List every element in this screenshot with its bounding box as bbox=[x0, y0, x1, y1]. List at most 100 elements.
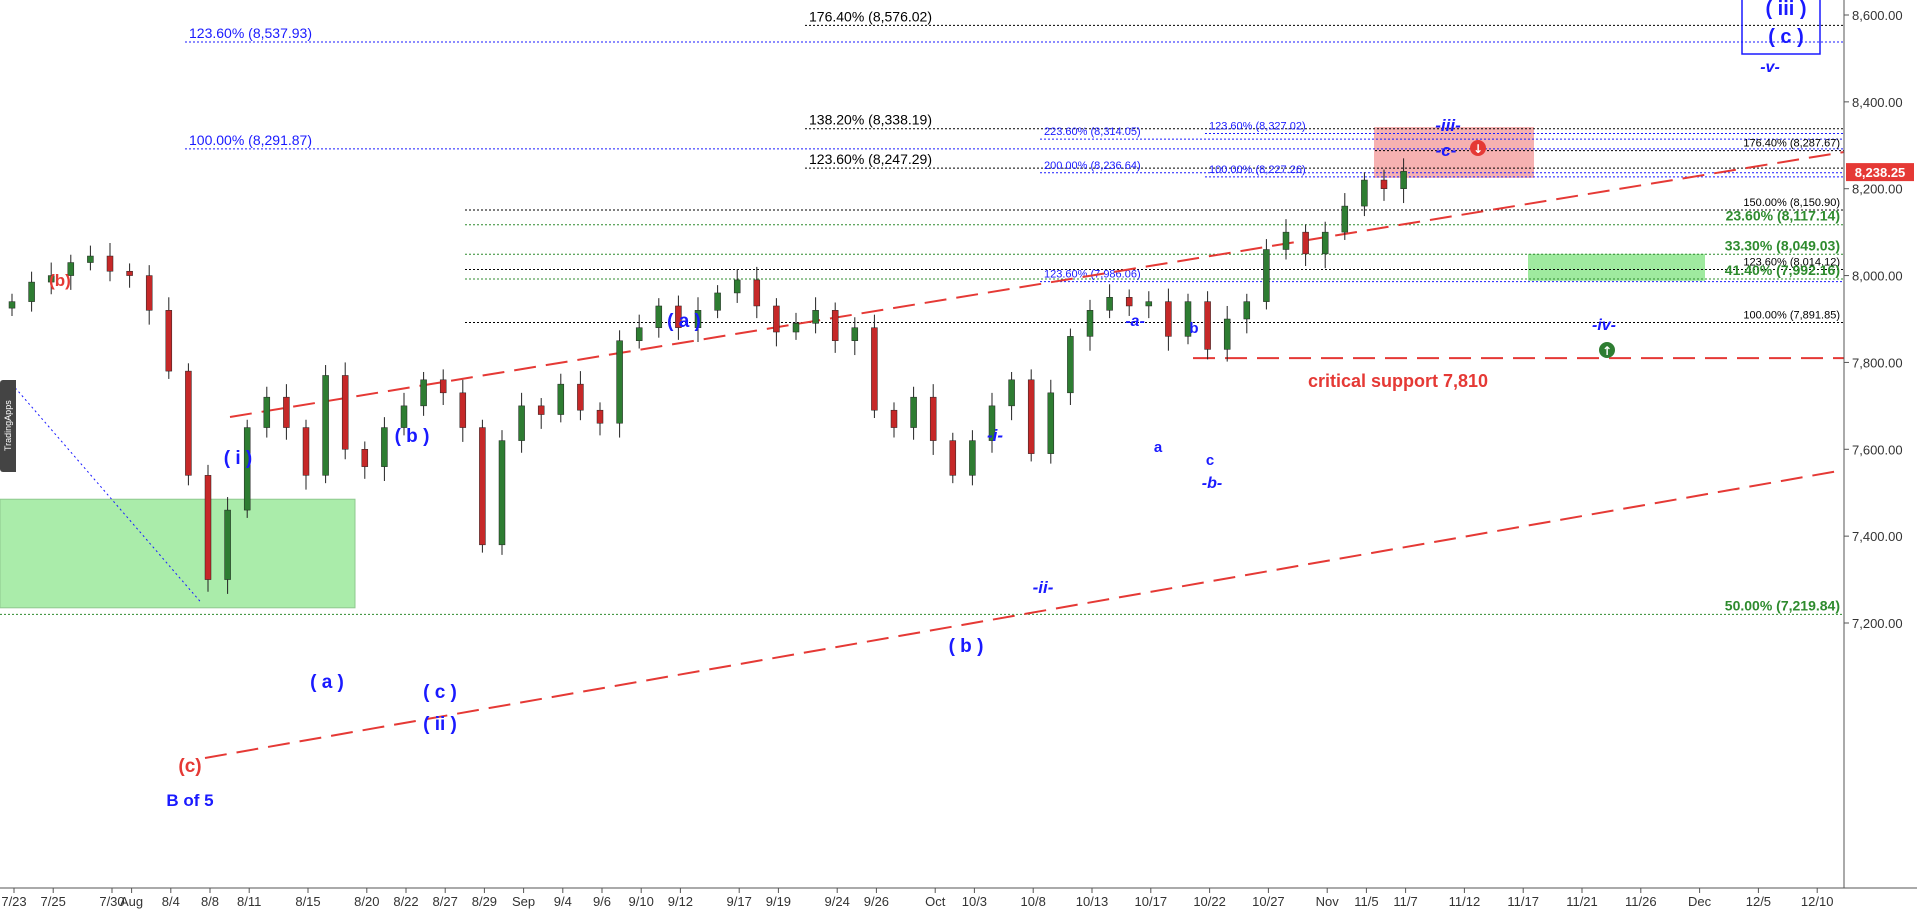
price-tick-label: 8,400.00 bbox=[1852, 95, 1903, 110]
date-tick-label: Aug bbox=[120, 894, 143, 909]
price-tick-label: 8,000.00 bbox=[1852, 269, 1903, 284]
wave-label-4: ( a ) bbox=[310, 672, 344, 693]
candle-body bbox=[322, 375, 329, 476]
fib-label-9: 100.00% (8,227.26) bbox=[1209, 164, 1306, 176]
wave-label-13: a bbox=[1154, 439, 1163, 456]
wave-label-7: ( ii ) bbox=[423, 714, 457, 735]
candle-body bbox=[283, 396, 290, 428]
candle-body bbox=[263, 396, 271, 428]
fib-label-16: 100.00% (7,891.85) bbox=[1743, 310, 1840, 322]
candle-body bbox=[1341, 205, 1349, 233]
candle-body bbox=[341, 375, 349, 450]
candle-body bbox=[185, 370, 192, 476]
candle-body bbox=[302, 427, 310, 476]
candle-body bbox=[714, 292, 721, 311]
support-zone-green bbox=[0, 498, 356, 609]
candle-body bbox=[831, 310, 839, 341]
wave-box bbox=[1741, 0, 1821, 55]
candle-body bbox=[635, 327, 643, 341]
wave-label-12: -a- bbox=[1125, 313, 1145, 330]
candle-body bbox=[1223, 318, 1231, 350]
candle-body bbox=[792, 323, 800, 333]
candle-body bbox=[988, 405, 996, 441]
channel-lower-line bbox=[204, 469, 1845, 759]
date-tick-label: Nov bbox=[1316, 894, 1340, 909]
fib-label-5: 100.00% (8,291.87) bbox=[189, 132, 312, 148]
date-tick-label: 11/5 bbox=[1354, 894, 1378, 909]
fib-label-17: 50.00% (7,219.84) bbox=[1725, 597, 1840, 613]
date-tick-label: 9/24 bbox=[825, 894, 850, 909]
wave-label-16: -b- bbox=[1202, 475, 1222, 492]
wave-label-20: ( iii ) bbox=[1765, 0, 1806, 20]
date-tick-label: 10/3 bbox=[962, 894, 987, 909]
date-tick-label: 9/12 bbox=[668, 894, 693, 909]
date-tick-label: 11/17 bbox=[1507, 894, 1539, 909]
candle-body bbox=[577, 383, 584, 411]
candle-body bbox=[694, 310, 702, 328]
price-tick-label: 8,200.00 bbox=[1852, 182, 1903, 197]
candle-body bbox=[1361, 179, 1368, 207]
fib-label-13: 123.60% (8,014.12) bbox=[1743, 256, 1840, 268]
date-tick-label: 8/27 bbox=[433, 894, 458, 909]
candle-body bbox=[87, 255, 94, 263]
candle-body bbox=[851, 327, 859, 341]
fib-label-12: 33.30% (8,049.03) bbox=[1725, 237, 1840, 253]
fib-label-7: 123.60% (8,247.29) bbox=[809, 151, 932, 167]
candle-body bbox=[400, 405, 408, 428]
wave-label-2: B of 5 bbox=[166, 791, 213, 810]
date-tick-label: 11/7 bbox=[1393, 894, 1417, 909]
candle-body bbox=[459, 392, 467, 428]
price-tick-label: 7,600.00 bbox=[1852, 442, 1903, 457]
candle-body bbox=[518, 405, 525, 441]
fib-label-0: 176.40% (8,576.02) bbox=[809, 8, 932, 24]
candle-body bbox=[67, 262, 75, 276]
date-tick-label: Oct bbox=[925, 894, 946, 909]
date-tick-label: 10/13 bbox=[1076, 894, 1109, 909]
wave-label-6: ( c ) bbox=[423, 682, 457, 703]
candle-body bbox=[871, 327, 878, 411]
fib-label-1: 123.60% (8,537.93) bbox=[189, 25, 312, 41]
candle-body bbox=[1263, 249, 1270, 302]
candle-body bbox=[929, 396, 937, 441]
date-tick-label: 8/22 bbox=[393, 894, 418, 909]
candle-body bbox=[537, 405, 545, 415]
date-tick-label: 7/23 bbox=[1, 894, 26, 909]
candle-body bbox=[910, 396, 917, 428]
up-arrow-marker bbox=[1599, 342, 1615, 358]
wave-label-9: ( b ) bbox=[949, 636, 984, 657]
wave-label-15: c bbox=[1206, 452, 1214, 469]
candle-body bbox=[773, 305, 780, 333]
date-tick-label: 8/8 bbox=[201, 894, 219, 909]
candle-body bbox=[557, 383, 565, 415]
candle-body bbox=[1400, 171, 1407, 189]
candle-body bbox=[439, 379, 447, 394]
candle-body bbox=[28, 281, 35, 302]
candle-body bbox=[420, 379, 427, 407]
date-tick-label: 11/26 bbox=[1625, 894, 1657, 909]
wave-label-0: (b) bbox=[49, 271, 71, 290]
candle-body bbox=[1184, 301, 1192, 337]
candle-body bbox=[1243, 301, 1251, 320]
fib-label-10: 150.00% (8,150.90) bbox=[1743, 197, 1840, 209]
candle-body bbox=[1067, 336, 1074, 394]
date-tick-label: 9/4 bbox=[554, 894, 572, 909]
candle-body bbox=[1165, 301, 1172, 337]
date-tick-label: 12/10 bbox=[1801, 894, 1834, 909]
price-tick-label: 7,200.00 bbox=[1852, 616, 1903, 631]
candle-body bbox=[1106, 297, 1113, 311]
candle-body bbox=[1321, 231, 1329, 255]
up-arrow-glyph: ↑ bbox=[1602, 344, 1612, 358]
candle-body bbox=[949, 440, 957, 476]
price-tick-label: 7,400.00 bbox=[1852, 529, 1903, 544]
candle-body bbox=[479, 427, 486, 546]
date-tick-label: 12/5 bbox=[1746, 894, 1771, 909]
candle-body bbox=[243, 427, 251, 511]
candle-body bbox=[1027, 379, 1035, 454]
candle-body bbox=[1302, 231, 1309, 255]
candle-body bbox=[126, 270, 133, 276]
fib-label-8: 200.00% (8,236.64) bbox=[1044, 160, 1141, 172]
candle-body bbox=[596, 409, 604, 424]
candle-body bbox=[753, 279, 761, 307]
date-tick-label: 9/19 bbox=[766, 894, 791, 909]
candle-body bbox=[655, 305, 663, 328]
